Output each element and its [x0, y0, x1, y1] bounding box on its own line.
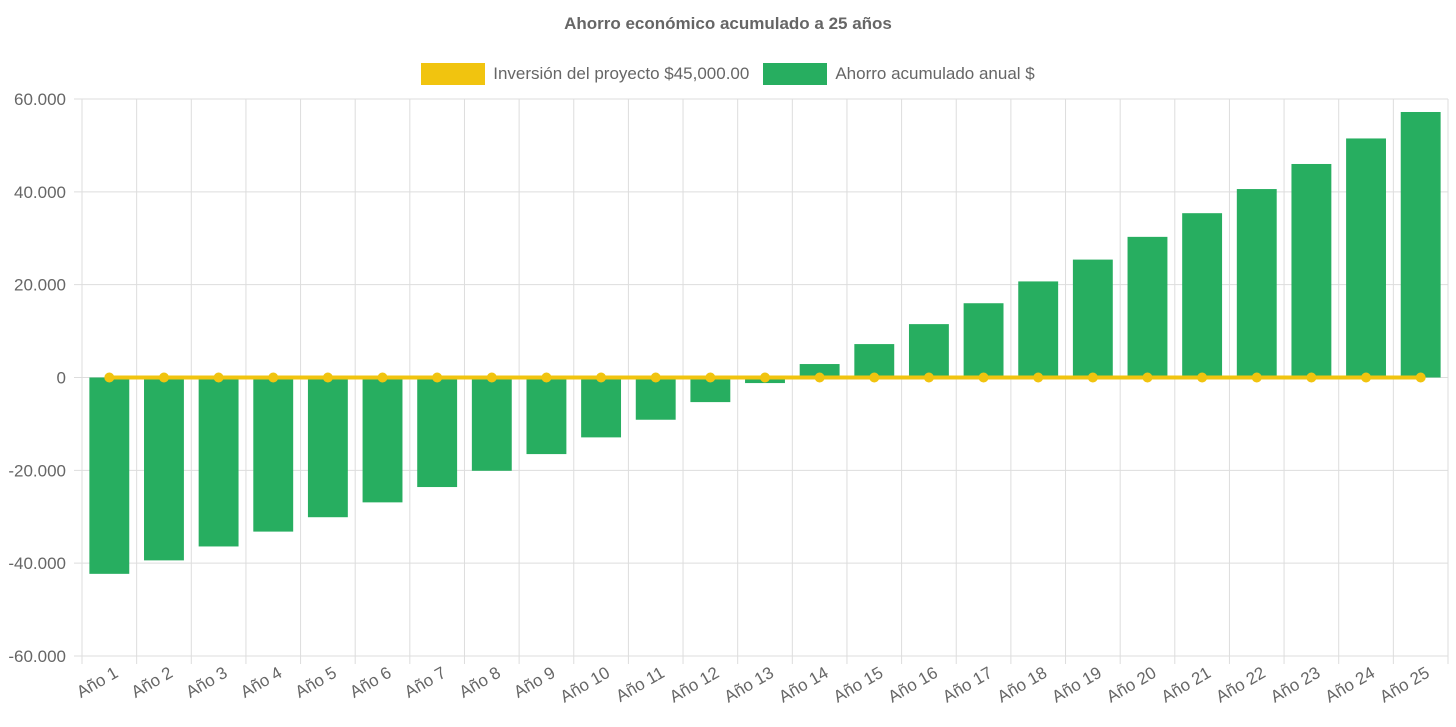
y-tick-label: -20.000: [8, 461, 66, 480]
y-tick-label: 40.000: [14, 183, 66, 202]
investment-point-16: [923, 372, 934, 383]
bar-14: [799, 364, 840, 378]
investment-point-12: [705, 372, 716, 383]
x-tick-label: Año 16: [885, 663, 941, 706]
investment-point-20: [1142, 372, 1153, 383]
investment-point-13: [760, 372, 770, 383]
x-tick-label: Año 20: [1103, 663, 1159, 706]
x-tick-label: Año 18: [994, 663, 1050, 706]
bar-5: [307, 377, 348, 518]
investment-point-5: [322, 372, 333, 383]
legend: Inversión del proyecto $45,000.00 Ahorro…: [0, 63, 1456, 85]
bar-11: [635, 377, 676, 420]
investment-point-24: [1361, 372, 1372, 383]
bar-16: [908, 324, 949, 378]
x-tick-label: Año 22: [1213, 663, 1269, 706]
x-tick-label: Año 10: [557, 663, 613, 706]
investment-point-2: [158, 372, 169, 383]
investment-point-23: [1306, 372, 1317, 383]
investment-point-4: [268, 372, 279, 383]
bar-17: [963, 303, 1004, 378]
bar-1: [89, 377, 130, 574]
legend-label-investment: Inversión del proyecto $45,000.00: [493, 64, 750, 83]
bar-20: [1127, 236, 1168, 378]
bar-19: [1072, 259, 1113, 378]
investment-point-22: [1251, 372, 1262, 383]
investment-point-8: [486, 372, 497, 383]
x-tick-label: Año 1: [73, 663, 121, 702]
bar-22: [1236, 189, 1277, 378]
bar-4: [253, 377, 294, 532]
bar-7: [417, 377, 458, 488]
y-tick-label: -40.000: [8, 554, 66, 573]
x-tick-label: Año 24: [1322, 663, 1378, 706]
legend-label-savings: Ahorro acumulado anual $: [835, 64, 1035, 83]
x-tick-label: Año 8: [456, 663, 504, 702]
bar-24: [1346, 138, 1386, 378]
x-tick-label: Año 17: [939, 663, 995, 706]
bar-9: [526, 377, 567, 455]
x-tick-label: Año 7: [401, 663, 449, 702]
x-tick-label: Año 5: [292, 663, 340, 702]
bar-18: [1018, 281, 1059, 378]
x-tick-label: Año 3: [183, 663, 231, 702]
investment-point-25: [1415, 372, 1426, 383]
investment-point-19: [1087, 372, 1098, 383]
x-tick-label: Año 2: [128, 663, 176, 702]
legend-swatch-savings: [763, 63, 828, 85]
bar-3: [198, 377, 239, 547]
investment-point-11: [650, 372, 661, 383]
bar-23: [1291, 163, 1332, 378]
legend-swatch-investment: [421, 63, 486, 85]
x-tick-label: Año 25: [1377, 663, 1433, 706]
investment-point-21: [1197, 372, 1208, 383]
bar-25: [1400, 111, 1441, 378]
x-tick-label: Año 11: [613, 663, 668, 706]
bar-8: [471, 377, 512, 471]
x-tick-label: Año 14: [775, 663, 831, 706]
y-tick-label: -60.000: [8, 647, 66, 666]
bar-15: [854, 344, 895, 378]
investment-point-10: [596, 372, 607, 383]
investment-point-1: [104, 372, 115, 383]
investment-point-6: [377, 372, 388, 383]
bar-10: [581, 377, 622, 438]
legend-item-investment[interactable]: Inversión del proyecto $45,000.00: [421, 63, 749, 85]
x-tick-label: Año 12: [666, 663, 722, 706]
investment-point-15: [869, 372, 880, 383]
x-tick-label: Año 4: [237, 663, 285, 702]
bar-21: [1182, 213, 1223, 378]
x-tick-label: Año 9: [510, 663, 558, 702]
bar-6: [362, 377, 403, 503]
investment-point-18: [1033, 372, 1044, 383]
chart-title: Ahorro económico acumulado a 25 años: [564, 14, 892, 33]
investment-point-3: [213, 372, 224, 383]
x-tick-label: Año 15: [830, 663, 886, 706]
x-tick-label: Año 23: [1267, 663, 1323, 706]
y-tick-label: 0: [57, 369, 66, 388]
investment-point-14: [814, 372, 825, 383]
x-tick-label: Año 21: [1158, 663, 1214, 706]
y-tick-label: 60.000: [14, 90, 66, 109]
x-tick-label: Año 19: [1049, 663, 1105, 706]
y-tick-label: 20.000: [14, 276, 66, 295]
bar-2: [144, 377, 184, 561]
investment-point-17: [978, 372, 989, 383]
investment-point-9: [541, 372, 552, 383]
x-tick-label: Año 13: [721, 663, 777, 706]
investment-point-7: [432, 372, 443, 383]
legend-item-savings[interactable]: Ahorro acumulado anual $: [763, 63, 1035, 85]
x-tick-label: Año 6: [347, 663, 395, 702]
